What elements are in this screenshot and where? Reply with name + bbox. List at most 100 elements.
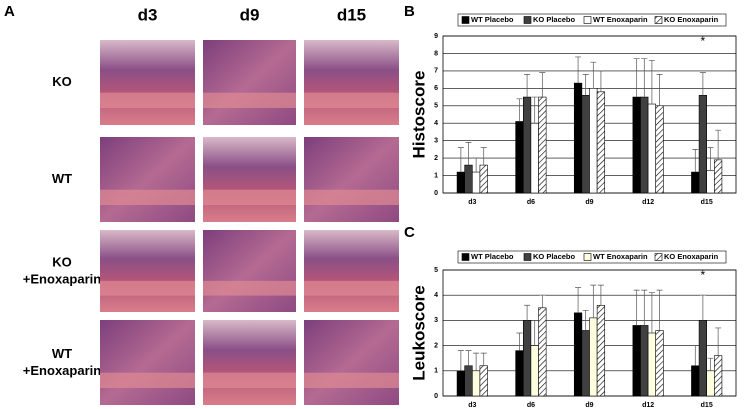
row-label: WT	[52, 171, 72, 186]
error-bar	[473, 352, 480, 371]
bar	[691, 171, 700, 194]
x-tick-label: d9	[585, 199, 593, 206]
bar	[538, 307, 547, 397]
bar	[647, 332, 657, 397]
row-label: WT	[52, 346, 72, 361]
bar	[706, 370, 715, 397]
bar	[655, 330, 664, 397]
y-tick-label: 3	[434, 138, 438, 145]
error-bar	[575, 287, 582, 313]
error-bar	[473, 157, 480, 173]
bar	[464, 365, 473, 397]
bar	[589, 88, 598, 194]
error-bar	[582, 74, 589, 96]
x-tick-label: d15	[701, 199, 713, 206]
bar	[581, 95, 590, 194]
column-header: d3	[138, 5, 158, 24]
x-tick-label: d3	[468, 199, 476, 206]
bar	[706, 170, 715, 194]
error-bar	[480, 147, 487, 166]
x-tick-label: d6	[527, 402, 535, 409]
x-tick-label: d12	[642, 402, 654, 409]
histology-image	[100, 320, 195, 405]
x-tick-label: d15	[701, 402, 713, 409]
error-bar	[699, 294, 706, 321]
histology-image	[203, 320, 296, 405]
error-bar	[516, 332, 523, 351]
bar	[632, 325, 641, 397]
bar	[471, 171, 481, 194]
bar	[515, 121, 524, 194]
y-tick-label: 8	[434, 50, 438, 57]
error-bar	[465, 350, 472, 366]
histology-image	[304, 40, 399, 125]
histology-detail	[100, 372, 195, 388]
legend-swatch	[583, 253, 592, 261]
error-bar	[582, 309, 589, 331]
legend-swatch	[461, 16, 470, 24]
bar	[632, 96, 641, 194]
bar	[655, 105, 664, 194]
error-bar	[715, 129, 722, 160]
error-bar	[597, 70, 604, 92]
row-label: +Enoxaparin	[23, 271, 101, 286]
bar	[589, 317, 598, 397]
legend-swatch	[654, 253, 663, 261]
error-bar	[480, 352, 487, 366]
row-label: KO	[52, 254, 72, 269]
legend-label: KO Enoxaparin	[664, 15, 719, 24]
bar	[581, 330, 590, 397]
legend-label: WT Placebo	[471, 15, 514, 24]
y-tick-label: 4	[434, 292, 438, 299]
y-tick-label: 4	[434, 120, 438, 127]
histology-detail	[100, 189, 195, 205]
error-bar	[524, 74, 531, 98]
error-bar	[648, 292, 655, 333]
y-tick-label: 6	[434, 85, 438, 92]
row-label: KO	[52, 74, 72, 89]
bar	[698, 320, 707, 397]
y-tick-label: 2	[434, 342, 438, 349]
legend-swatch	[583, 16, 592, 24]
error-bar	[539, 294, 546, 308]
x-tick-label: d9	[585, 402, 593, 409]
y-tick-label: 0	[434, 393, 438, 400]
error-bar	[656, 289, 663, 331]
histology-image	[304, 137, 399, 222]
error-bar	[539, 72, 546, 98]
error-bar	[656, 74, 663, 106]
histology-detail	[304, 372, 399, 388]
bar	[515, 350, 524, 397]
histology-detail	[203, 372, 296, 388]
error-bar	[633, 58, 640, 98]
error-bar	[633, 289, 640, 326]
error-bar	[707, 147, 714, 171]
y-tick-label: 7	[434, 68, 438, 75]
error-bar	[590, 284, 597, 318]
annotation: *	[701, 268, 706, 282]
legend-swatch	[461, 253, 470, 261]
y-tick-label: 2	[434, 155, 438, 162]
histology-image	[304, 320, 399, 405]
histology-image	[100, 137, 195, 222]
bar	[456, 171, 465, 194]
column-header: d15	[337, 5, 366, 24]
y-tick-label: 5	[434, 103, 438, 110]
x-tick-label: d3	[468, 402, 476, 409]
y-tick-label: 1	[434, 172, 438, 179]
y-tick-label: 3	[434, 317, 438, 324]
bar	[538, 96, 547, 194]
histology-detail	[203, 92, 296, 108]
error-bar	[641, 58, 648, 98]
y-tick-label: 9	[434, 33, 438, 40]
bar	[464, 164, 473, 194]
histology-detail	[203, 189, 296, 205]
histology-image	[203, 40, 296, 125]
bar	[471, 370, 481, 397]
bar	[530, 345, 539, 397]
legend-label: WT Enoxaparin	[593, 15, 648, 24]
x-tick-label: d12	[642, 199, 654, 206]
histology-image	[100, 230, 195, 312]
error-bar	[699, 72, 706, 96]
